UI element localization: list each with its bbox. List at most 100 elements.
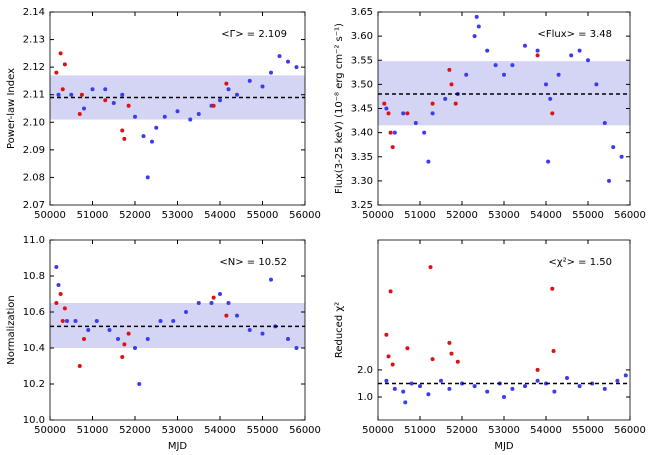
data-point xyxy=(510,63,515,68)
data-point xyxy=(79,92,84,97)
data-point xyxy=(453,101,458,106)
data-point xyxy=(502,394,506,399)
x-tick-label: 55000 xyxy=(247,425,279,436)
data-point xyxy=(535,378,540,383)
data-point xyxy=(502,72,506,77)
data-point xyxy=(224,81,229,86)
data-point xyxy=(430,111,435,116)
data-point xyxy=(552,389,557,394)
data-point xyxy=(260,84,265,89)
y-tick-label: 2.09 xyxy=(23,145,45,156)
data-point xyxy=(392,130,397,135)
data-point xyxy=(577,384,582,389)
x-tick-label: 54000 xyxy=(204,210,236,221)
annotation: <Γ> = 2.109 xyxy=(221,29,287,40)
data-point xyxy=(235,313,239,318)
data-point xyxy=(120,92,125,97)
data-point xyxy=(158,319,163,323)
data-point xyxy=(386,354,391,359)
x-tick-label: 56000 xyxy=(289,210,321,221)
y-tick-label: 10.4 xyxy=(23,343,45,354)
data-point xyxy=(54,301,59,305)
data-point xyxy=(565,376,569,381)
data-point xyxy=(449,82,454,87)
data-point xyxy=(401,389,406,394)
data-point xyxy=(286,337,290,341)
data-point xyxy=(69,92,74,97)
data-point xyxy=(485,48,490,53)
data-point xyxy=(133,114,137,119)
data-point xyxy=(247,78,252,83)
data-point xyxy=(77,112,82,117)
data-point xyxy=(145,337,150,341)
y-axis-label: Normalization xyxy=(6,295,17,365)
data-point xyxy=(611,145,616,150)
y-axis-label: Power-law Index xyxy=(6,68,17,149)
data-point xyxy=(286,59,290,64)
data-point xyxy=(137,382,142,386)
data-point xyxy=(384,378,389,383)
data-point xyxy=(54,265,59,269)
data-point xyxy=(535,48,540,53)
data-point xyxy=(224,313,229,318)
data-point xyxy=(77,364,82,368)
data-point xyxy=(602,386,607,391)
data-point xyxy=(551,348,556,353)
data-point xyxy=(390,362,395,367)
axes-frame xyxy=(377,11,631,206)
data-point xyxy=(269,277,273,282)
x-tick-label: 53000 xyxy=(162,425,194,436)
data-point xyxy=(235,92,239,97)
x-tick-label: 51000 xyxy=(77,210,109,221)
data-point xyxy=(82,106,86,111)
y-tick-label: 3.40 xyxy=(351,128,373,139)
data-point xyxy=(62,62,67,67)
data-point xyxy=(126,103,131,108)
data-point xyxy=(162,114,167,119)
data-point xyxy=(426,392,431,397)
data-point xyxy=(175,109,180,114)
data-point xyxy=(60,87,65,92)
data-point xyxy=(443,96,448,101)
data-point xyxy=(607,178,611,183)
axes-frame xyxy=(377,239,631,421)
data-point xyxy=(594,82,599,87)
annotation: <Flux> = 3.48 xyxy=(537,29,612,40)
data-point xyxy=(577,48,582,53)
x-tick-label: 52000 xyxy=(446,425,478,436)
x-tick-label: 50000 xyxy=(34,210,66,221)
data-point xyxy=(196,301,201,305)
y-tick-label: 2.07 xyxy=(23,200,45,211)
y-tick-label: 2.10 xyxy=(23,117,45,128)
x-tick-label: 56000 xyxy=(614,210,646,221)
data-point xyxy=(409,381,414,386)
data-point xyxy=(472,384,477,389)
data-point xyxy=(122,342,127,347)
data-point xyxy=(590,381,595,386)
x-tick-label: 53000 xyxy=(488,210,520,221)
data-point xyxy=(62,306,67,311)
data-point xyxy=(58,292,63,296)
data-point xyxy=(122,136,127,141)
data-point xyxy=(476,24,481,29)
data-point xyxy=(447,386,452,391)
data-point xyxy=(464,72,469,77)
y-tick-label: 11.0 xyxy=(23,235,45,246)
data-point xyxy=(388,289,393,294)
data-point xyxy=(209,301,214,305)
data-point xyxy=(428,265,433,270)
data-point xyxy=(218,292,222,296)
data-point xyxy=(418,384,422,389)
data-point xyxy=(619,154,624,159)
y-tick-label: 3.55 xyxy=(351,55,373,66)
x-tick-label: 54000 xyxy=(204,425,236,436)
y-tick-label: 3.30 xyxy=(351,176,373,187)
data-point xyxy=(277,54,282,59)
y-tick-label: 2.08 xyxy=(23,172,45,183)
data-point xyxy=(111,100,116,105)
data-point xyxy=(523,43,527,48)
y-tick-label: 10.8 xyxy=(23,271,45,282)
data-point xyxy=(386,111,391,116)
y-tick-label: 3.35 xyxy=(351,152,373,163)
y-tick-label: 10.2 xyxy=(23,379,45,390)
